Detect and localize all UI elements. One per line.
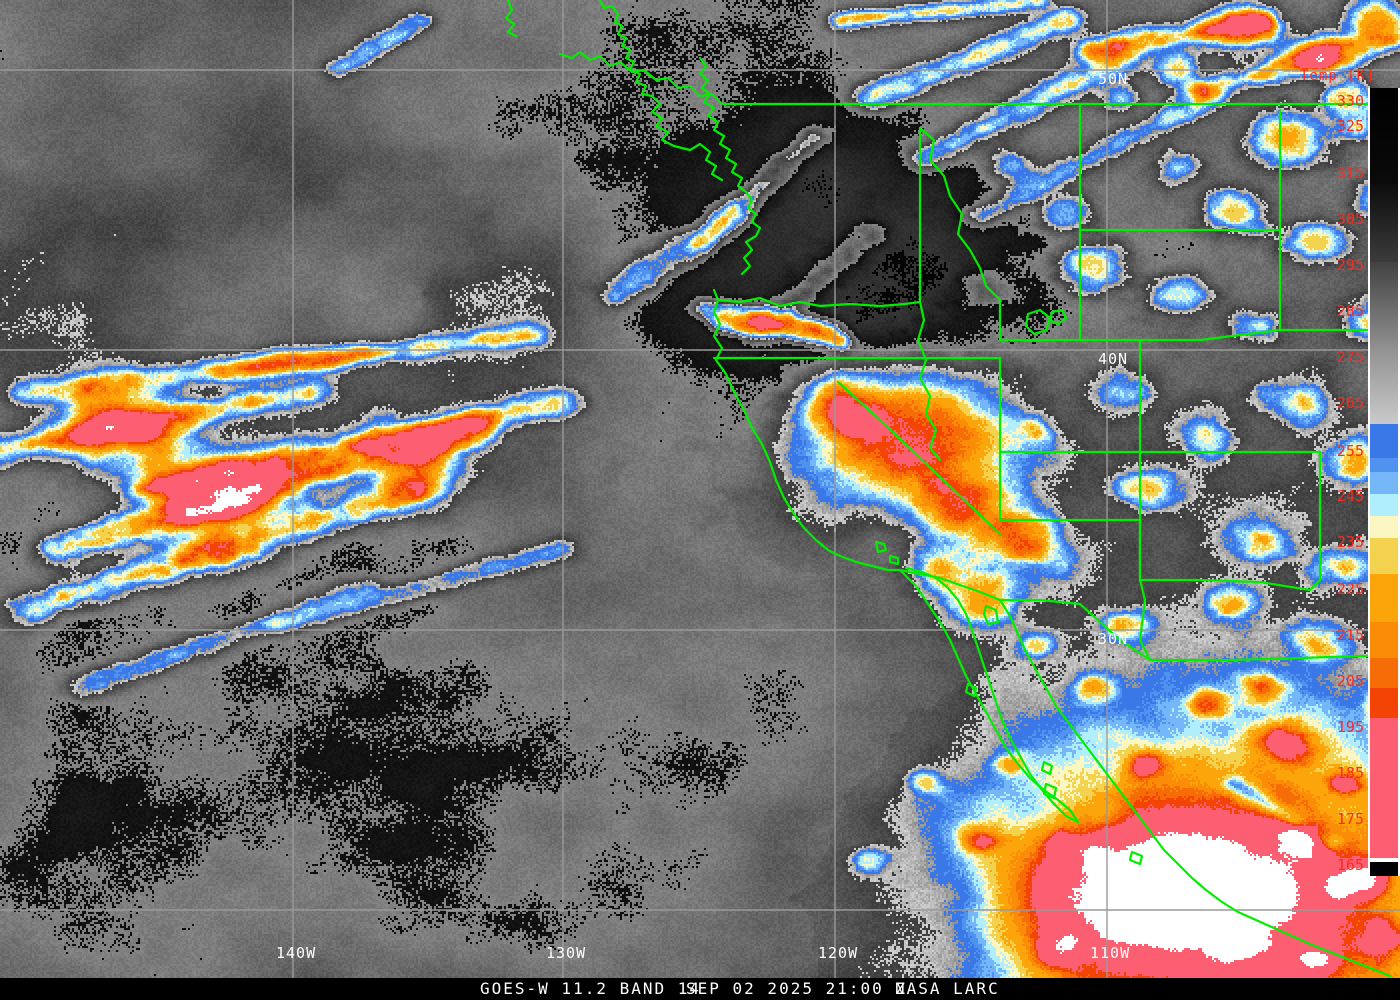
grid-label-120W: 120W [818,944,859,962]
colorbar-segment-black [1370,88,1398,184]
colorbar-segment-light-gray [1370,344,1398,424]
colorbar-tick-325: 325 [1336,117,1364,135]
footer-product-label: GOES-W 11.2 BAND 14 [480,979,702,998]
colorbar-tick-305: 305 [1336,210,1364,228]
colorbar-segment-orange [1370,622,1398,658]
colorbar-segment-cyan [1370,494,1398,516]
colorbar-segment-amber [1370,574,1398,622]
colorbar-segment-mid-gray [1370,262,1398,344]
colorbar-tick-265: 265 [1336,394,1364,412]
grid-label-130W: 130W [546,944,587,962]
colorbar-tick-235: 235 [1336,533,1364,551]
colorbar-segment-royal-blue [1370,424,1398,458]
grid-label-50N: 50N [1098,70,1129,88]
colorbar-tick-315: 315 [1336,164,1364,182]
satellite-raster [0,0,1400,978]
grid-label-110W: 110W [1090,944,1131,962]
colorbar-segment-pink-rose [1370,718,1398,858]
grid-label-40N: 40N [1098,350,1129,368]
colorbar-segment-medium-blue [1370,458,1398,472]
colorbar-segment-white-line [1370,858,1398,862]
colorbar-tick-225: 225 [1336,580,1364,598]
grid-label-30N: 30N [1098,630,1129,648]
colorbar-segment-pale-yellow [1370,516,1398,538]
grid-label-20N: 20N [1098,910,1129,928]
colorbar-tick-165: 165 [1336,856,1364,874]
colorbar-tick-275: 275 [1336,348,1364,366]
colorbar-tick-330: 330 [1336,92,1364,110]
colorbar [1368,88,1400,876]
footer-caption: GOES-W 11.2 BAND 14 SEP 02 2025 21:00 Z … [0,978,1400,1000]
footer-timestamp: SEP 02 2025 21:00 Z [686,979,908,998]
colorbar-segment-gold [1370,538,1398,574]
footer-source-label: NASA LARC [895,979,1000,998]
colorbar-tick-215: 215 [1336,626,1364,644]
colorbar-segment-orange-red [1370,688,1398,718]
colorbar-tick-285: 285 [1336,302,1364,320]
colorbar-title: Temp [K] [1300,68,1376,84]
colorbar-segment-black-end [1370,862,1398,876]
colorbar-tick-195: 195 [1336,718,1364,736]
colorbar-segment-dark-orange [1370,658,1398,688]
colorbar-tick-245: 245 [1336,487,1364,505]
colorbar-tick-295: 295 [1336,256,1364,274]
grid-label-140W: 140W [276,944,317,962]
ir-brightness-canvas [0,0,1400,978]
colorbar-tick-255: 255 [1336,442,1364,460]
colorbar-tick-205: 205 [1336,672,1364,690]
colorbar-segment-dark-gray [1370,184,1398,262]
colorbar-tick-185: 185 [1336,764,1364,782]
colorbar-tick-175: 175 [1336,810,1364,828]
colorbar-segment-sky-blue [1370,472,1398,494]
